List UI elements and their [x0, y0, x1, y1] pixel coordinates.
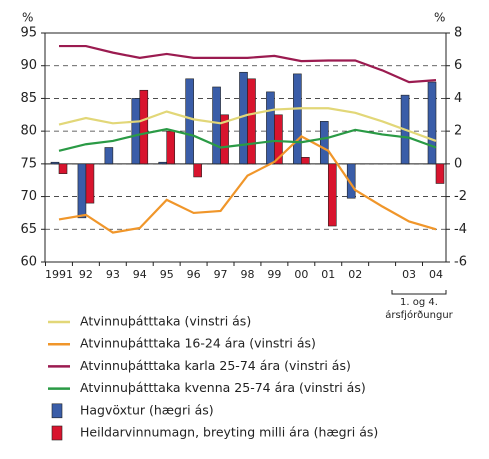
- x-tick-label: 1991: [45, 268, 73, 281]
- bar: [158, 161, 168, 165]
- y2-tick-label: -4: [454, 222, 467, 237]
- line: [59, 44, 437, 84]
- y2-tick-label: 2: [454, 124, 462, 139]
- x-tick-label: 94: [133, 268, 147, 281]
- x-tick-label: 98: [241, 268, 255, 281]
- x-tick-label: 95: [160, 268, 174, 281]
- y-axis-label: %: [22, 11, 33, 25]
- bar: [435, 163, 445, 184]
- y2-tick-label: -6: [454, 255, 467, 270]
- y-tick-label: 95: [20, 26, 37, 41]
- bar: [58, 163, 68, 174]
- x-tick-label: 97: [214, 268, 228, 281]
- legend-label: Atvinnuþátttaka (vinstri ás): [80, 314, 251, 329]
- x-tick-label: 00: [294, 268, 308, 281]
- legend-swatch: [51, 403, 63, 419]
- bar: [266, 91, 275, 165]
- y-tick-label: 80: [20, 124, 37, 139]
- legend-label: Hagvöxtur (hægri ás): [80, 402, 214, 417]
- bar: [85, 163, 95, 204]
- bar: [319, 121, 329, 165]
- y2-axis-label: %: [434, 11, 445, 25]
- bar: [193, 163, 202, 178]
- legend-label: Atvinnuþátttaka karla 25-74 ára (vinstri…: [80, 358, 351, 373]
- bar: [293, 73, 302, 165]
- bar: [220, 114, 229, 165]
- bar: [131, 98, 141, 165]
- bar: [327, 163, 337, 227]
- y-tick-label: 85: [20, 91, 37, 106]
- x-tick-label: 01: [321, 268, 335, 281]
- y2-tick-label: 4: [454, 91, 462, 106]
- x-tick-label: 99: [267, 268, 281, 281]
- x-tick-label: 03: [402, 268, 416, 281]
- line: [58, 128, 437, 152]
- bar: [166, 130, 176, 165]
- x-tick-label: 92: [79, 268, 93, 281]
- y-tick-label: 90: [20, 58, 37, 73]
- line: [58, 135, 437, 234]
- bar: [104, 147, 114, 165]
- y-tick-label: 60: [20, 255, 37, 270]
- bar: [185, 78, 194, 165]
- bar: [77, 163, 87, 219]
- bar: [346, 163, 356, 199]
- bar: [301, 157, 310, 165]
- y2-tick-label: 8: [454, 26, 462, 41]
- y-tick-label: 65: [20, 222, 37, 237]
- y-tick-label: 70: [20, 189, 37, 204]
- y2-tick-label: 0: [454, 156, 462, 171]
- y2-tick-label: 6: [454, 58, 462, 73]
- bracket: [391, 290, 447, 295]
- x-tick-label: 04: [429, 268, 443, 281]
- legend-label: Heildarvinnumagn, breyting milli ára (hæ…: [80, 425, 378, 440]
- annotation: 1. og 4.: [400, 297, 438, 308]
- bar: [427, 81, 437, 165]
- bar: [139, 89, 149, 165]
- y-tick-label: 75: [20, 156, 37, 171]
- x-tick-label: 02: [348, 268, 362, 281]
- x-tick-label: 93: [106, 268, 120, 281]
- bar: [212, 86, 221, 165]
- legend-label: Atvinnuþátttaka kvenna 25-74 ára (vinstr…: [80, 380, 366, 395]
- legend-label: Atvinnuþátttaka 16-24 ára (vinstri ás): [80, 336, 316, 351]
- bar: [50, 161, 60, 165]
- y2-tick-label: -2: [454, 189, 467, 204]
- legend-swatch: [51, 425, 63, 441]
- line: [58, 107, 437, 142]
- bar: [247, 78, 256, 165]
- annotation: ársfjórðungur: [385, 309, 453, 321]
- bar: [274, 114, 283, 165]
- x-tick-label: 96: [187, 268, 201, 281]
